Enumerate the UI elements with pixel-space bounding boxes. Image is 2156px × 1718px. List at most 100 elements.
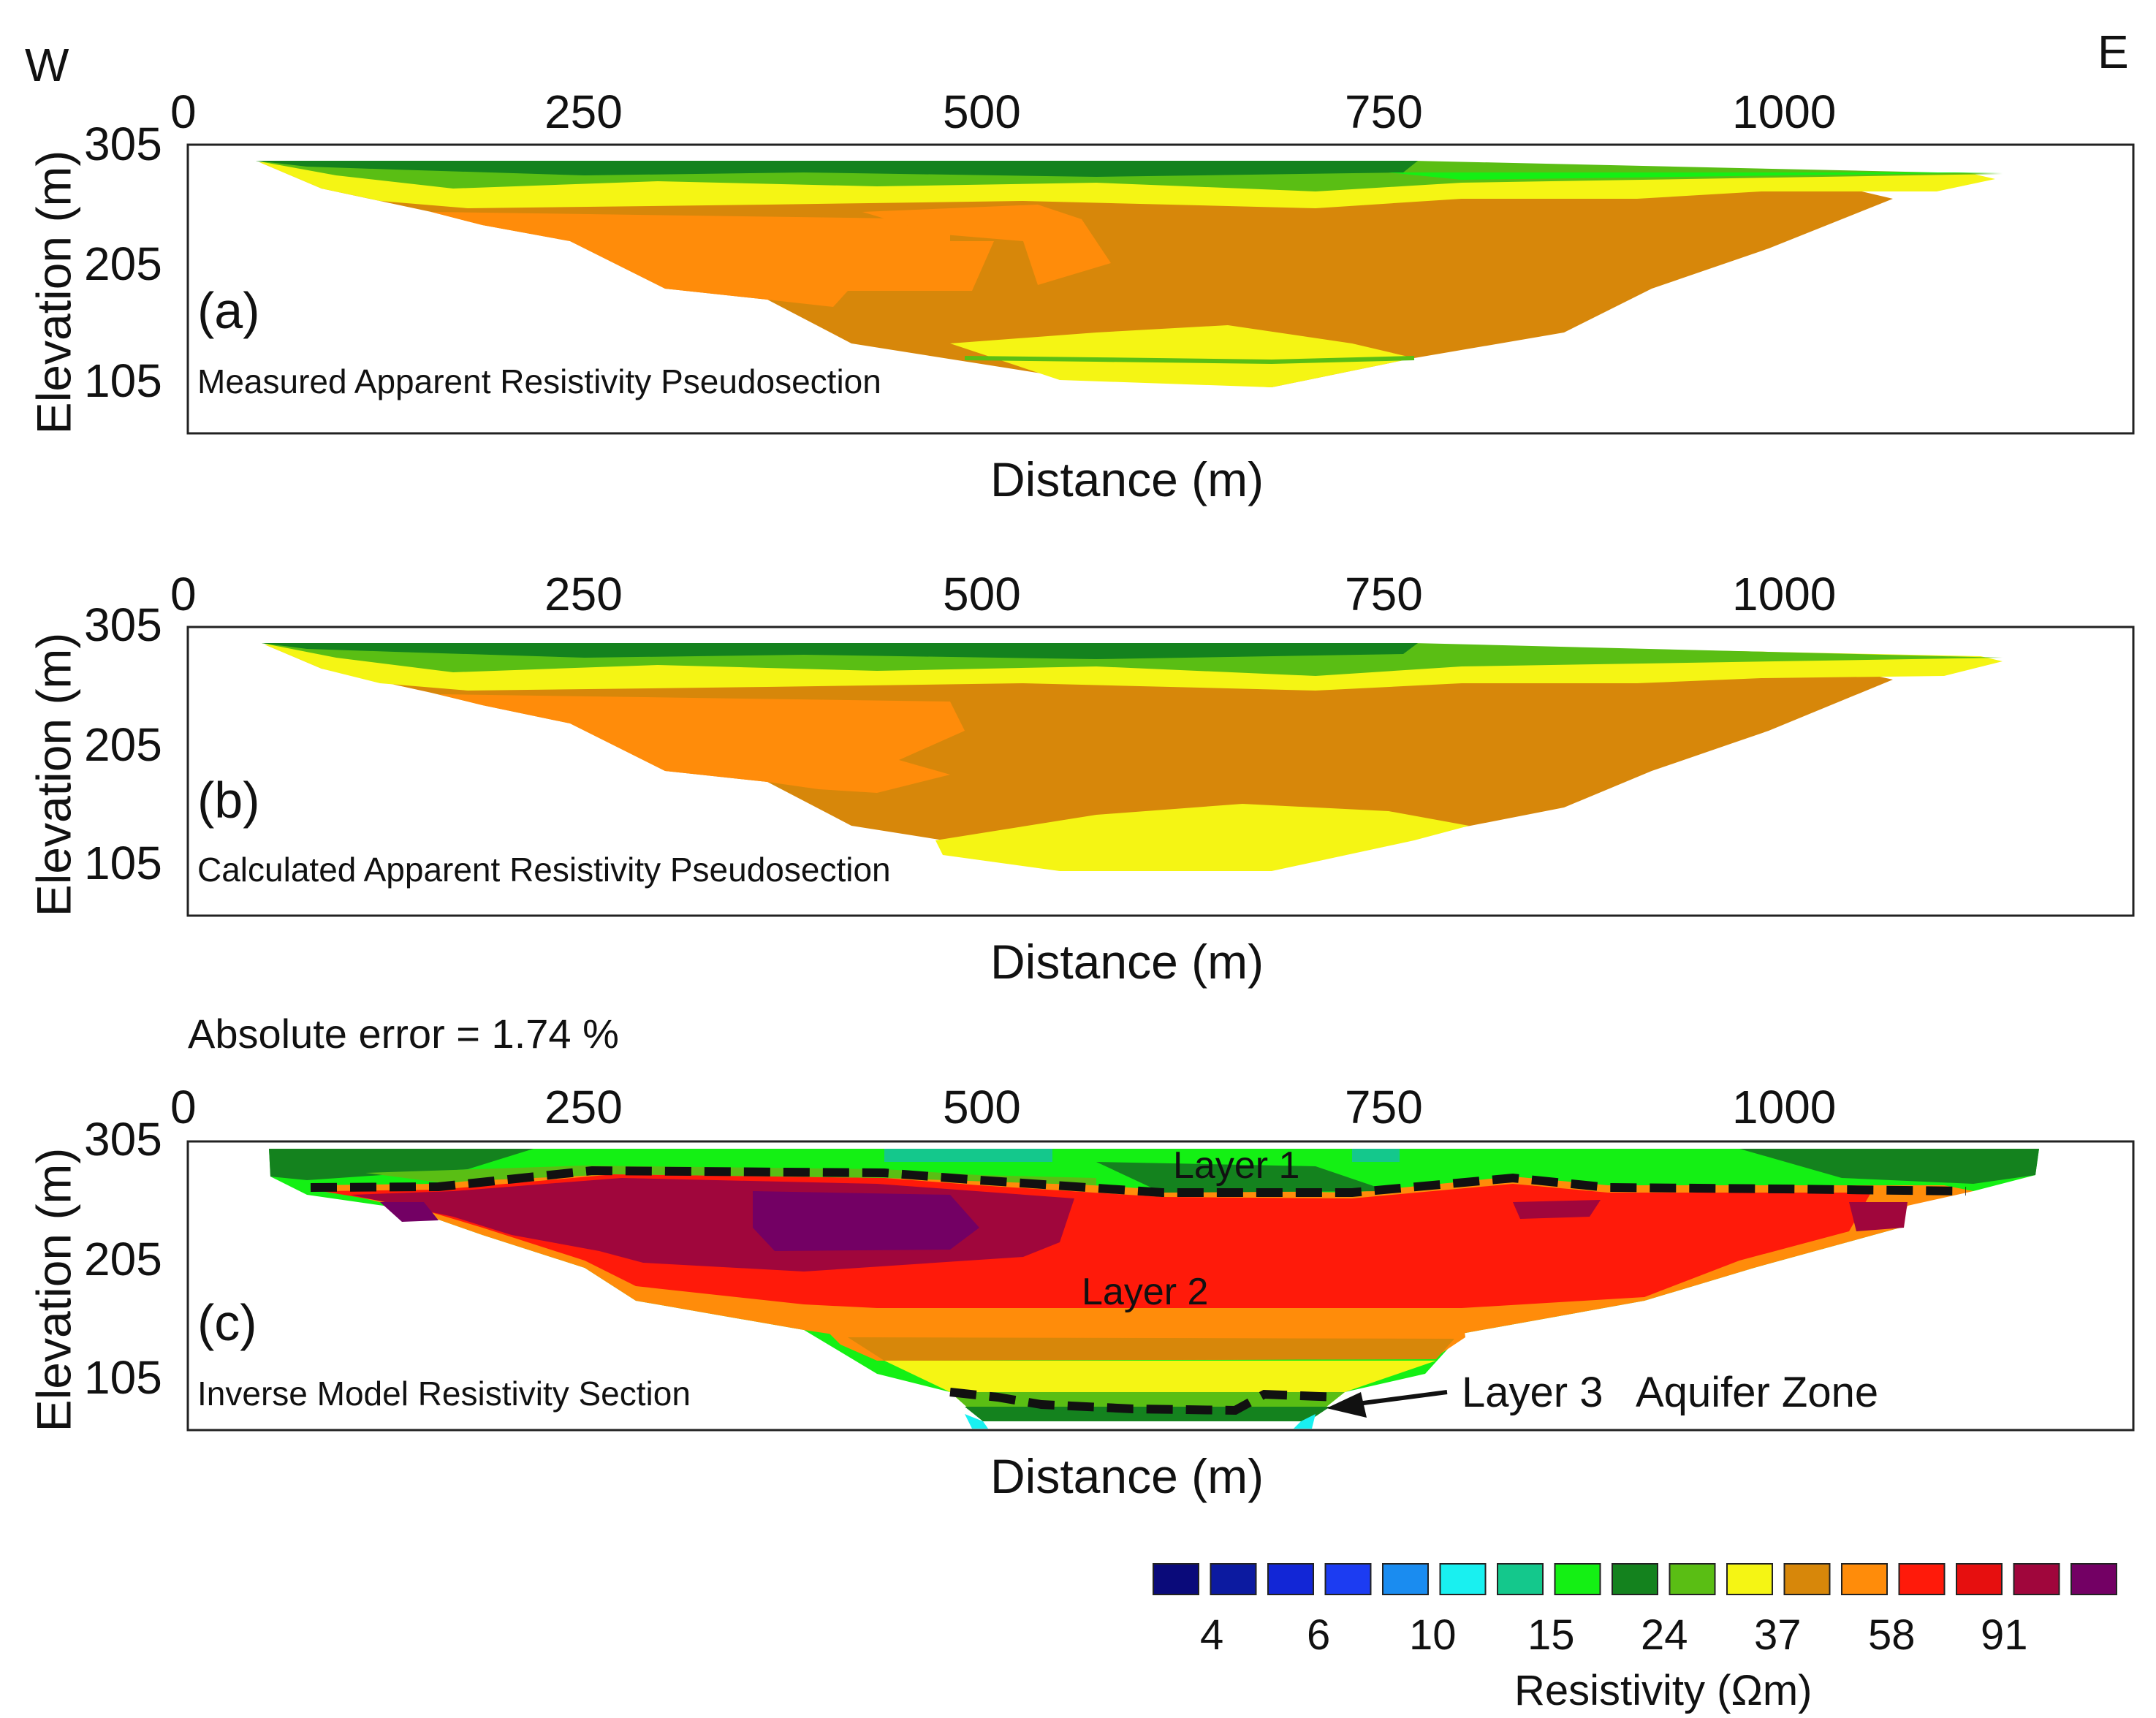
legend-label-24: 24 [1641,1611,1688,1659]
absolute-error: Absolute error = 1.74 % [188,1011,619,1057]
panel-c-darkred-patch [1513,1200,1601,1219]
panel-b-caption: Calculated Apparent Resistivity Pseudose… [197,851,891,889]
panel-c-boundary-layer3 [949,1388,1338,1415]
legend-swatch-0 [1153,1563,1199,1595]
panel-b-ytick-305: 305 [84,598,162,651]
panel-c-lightgreen-band [365,1166,1096,1185]
panel-b-ytick-205: 205 [84,718,162,771]
panel-b-dark-green-surface [262,643,1418,659]
panel-c-darkred-east [1849,1202,1908,1231]
panel-a-xtick-750: 750 [1345,85,1423,138]
legend-swatch-6 [1497,1563,1544,1595]
panel-b-xtick-1000: 1000 [1732,568,1837,620]
legend-swatch-8 [1612,1563,1658,1595]
panel-a-xtick-250: 250 [544,85,623,138]
legend-swatch-15 [2013,1563,2060,1595]
panel-c-xtick-0: 0 [170,1081,197,1133]
panel-b-xtick-750: 750 [1345,568,1423,620]
orientation-west: W [25,39,69,91]
panel-a-dark-green-surface [256,161,1418,177]
legend-label-58: 58 [1868,1611,1916,1659]
panel-c-xtick-1000: 1000 [1732,1081,1837,1133]
panel-b-ytick-105: 105 [84,837,162,889]
panel-a-ytick-305: 305 [84,118,162,170]
panel-b-xtick-500: 500 [943,568,1021,620]
panel-c-ylabel: Elevation (m) [26,1147,81,1432]
legend-swatch-4 [1382,1563,1429,1595]
legend-swatch-13 [1898,1563,1946,1595]
panel-b-bright-orange [439,694,965,793]
panel-c-brown-band [848,1337,1454,1361]
legend-swatch-5 [1439,1563,1487,1595]
panel-a-xlabel: Distance (m) [990,452,1264,506]
legend-label-10: 10 [1409,1611,1457,1659]
legend-swatch-7 [1554,1563,1601,1595]
panel-b-yellow-bottom [935,804,1469,871]
panel-c-xtick-500: 500 [943,1081,1021,1133]
panel-b-xtick-250: 250 [544,568,623,620]
legend-swatch-14 [1956,1563,2003,1595]
panel-c-purple-core [753,1191,979,1251]
panel-c-dark-green-mid [1096,1162,1389,1193]
panel-c-boundary-layer1 [310,1166,1967,1197]
layer-3-label: Layer 3 [1462,1369,1603,1416]
legend-label-37: 37 [1754,1611,1802,1659]
panel-c-teal-patch-2 [1352,1149,1400,1162]
legend-swatch-1 [1210,1563,1257,1595]
panel-c-ytick-105: 105 [84,1351,162,1404]
panel-c-xtick-750: 750 [1345,1081,1423,1133]
panel-b-ylabel: Elevation (m) [26,632,81,917]
panel-c-dark-green-left [269,1149,534,1180]
panel-c-aquifer-cyan-2 [1294,1414,1316,1429]
aquifer-arrow-head [1326,1392,1367,1418]
legend-swatch-2 [1267,1563,1314,1595]
legend-swatch-11 [1783,1563,1831,1595]
panel-b [186,626,2135,917]
panel-c-letter: (c) [197,1294,257,1351]
panel-c-ytick-305: 305 [84,1113,162,1166]
legend-color-scale [1153,1563,2117,1595]
panel-a-letter: (a) [197,282,260,339]
panel-a-xtick-500: 500 [943,85,1021,138]
panel-c-purple-edge [380,1202,439,1222]
legend-label-6: 6 [1307,1611,1331,1659]
panel-a [186,143,2135,435]
legend-swatch-16 [2070,1563,2117,1595]
panel-a-green-line [964,356,1415,365]
panel-a-bright-orange-2 [862,205,1111,285]
legend-swatch-3 [1324,1563,1372,1595]
legend-label-91: 91 [1981,1611,2028,1659]
panel-c-dark-green-right [1739,1149,2039,1184]
panel-a-light-green-streak [1389,172,2003,180]
panel-c-caption: Inverse Model Resistivity Section [197,1375,691,1413]
panel-a-caption: Measured Apparent Resistivity Pseudosect… [197,362,881,400]
panel-a-yellow-bottom [950,325,1414,387]
panel-b-xtick-0: 0 [170,568,197,620]
panel-a-ytick-205: 205 [84,237,162,290]
layer-2-label: Layer 2 [1082,1271,1209,1313]
orientation-east: E [2098,26,2129,78]
legend-swatch-10 [1726,1563,1773,1595]
legend-label-4: 4 [1200,1611,1224,1659]
panel-c-ytick-205: 205 [84,1233,162,1285]
aquifer-arrow-shaft [1351,1390,1448,1407]
legend-swatch-9 [1669,1563,1716,1595]
panel-a-xtick-0: 0 [170,85,197,138]
legend-title: Resistivity (Ωm) [1514,1667,1813,1714]
panel-b-letter: (b) [197,772,260,829]
panel-a-xtick-1000: 1000 [1732,85,1837,138]
panel-c [186,1140,2135,1432]
aquifer-zone-label: Aquifer Zone [1636,1369,1879,1416]
panel-a-ylabel: Elevation (m) [26,150,81,435]
panel-c-xlabel: Distance (m) [990,1449,1264,1503]
panel-a-ytick-105: 105 [84,354,162,407]
layer-1-label: Layer 1 [1173,1144,1300,1187]
panel-c-xtick-250: 250 [544,1081,623,1133]
legend-swatch-12 [1841,1563,1888,1595]
panel-a-bright-orange [431,212,994,307]
panel-c-teal-patch [884,1149,1052,1162]
legend-label-15: 15 [1527,1611,1575,1659]
panel-b-xlabel: Distance (m) [990,935,1264,989]
panel-c-aquifer-cyan [965,1414,988,1429]
